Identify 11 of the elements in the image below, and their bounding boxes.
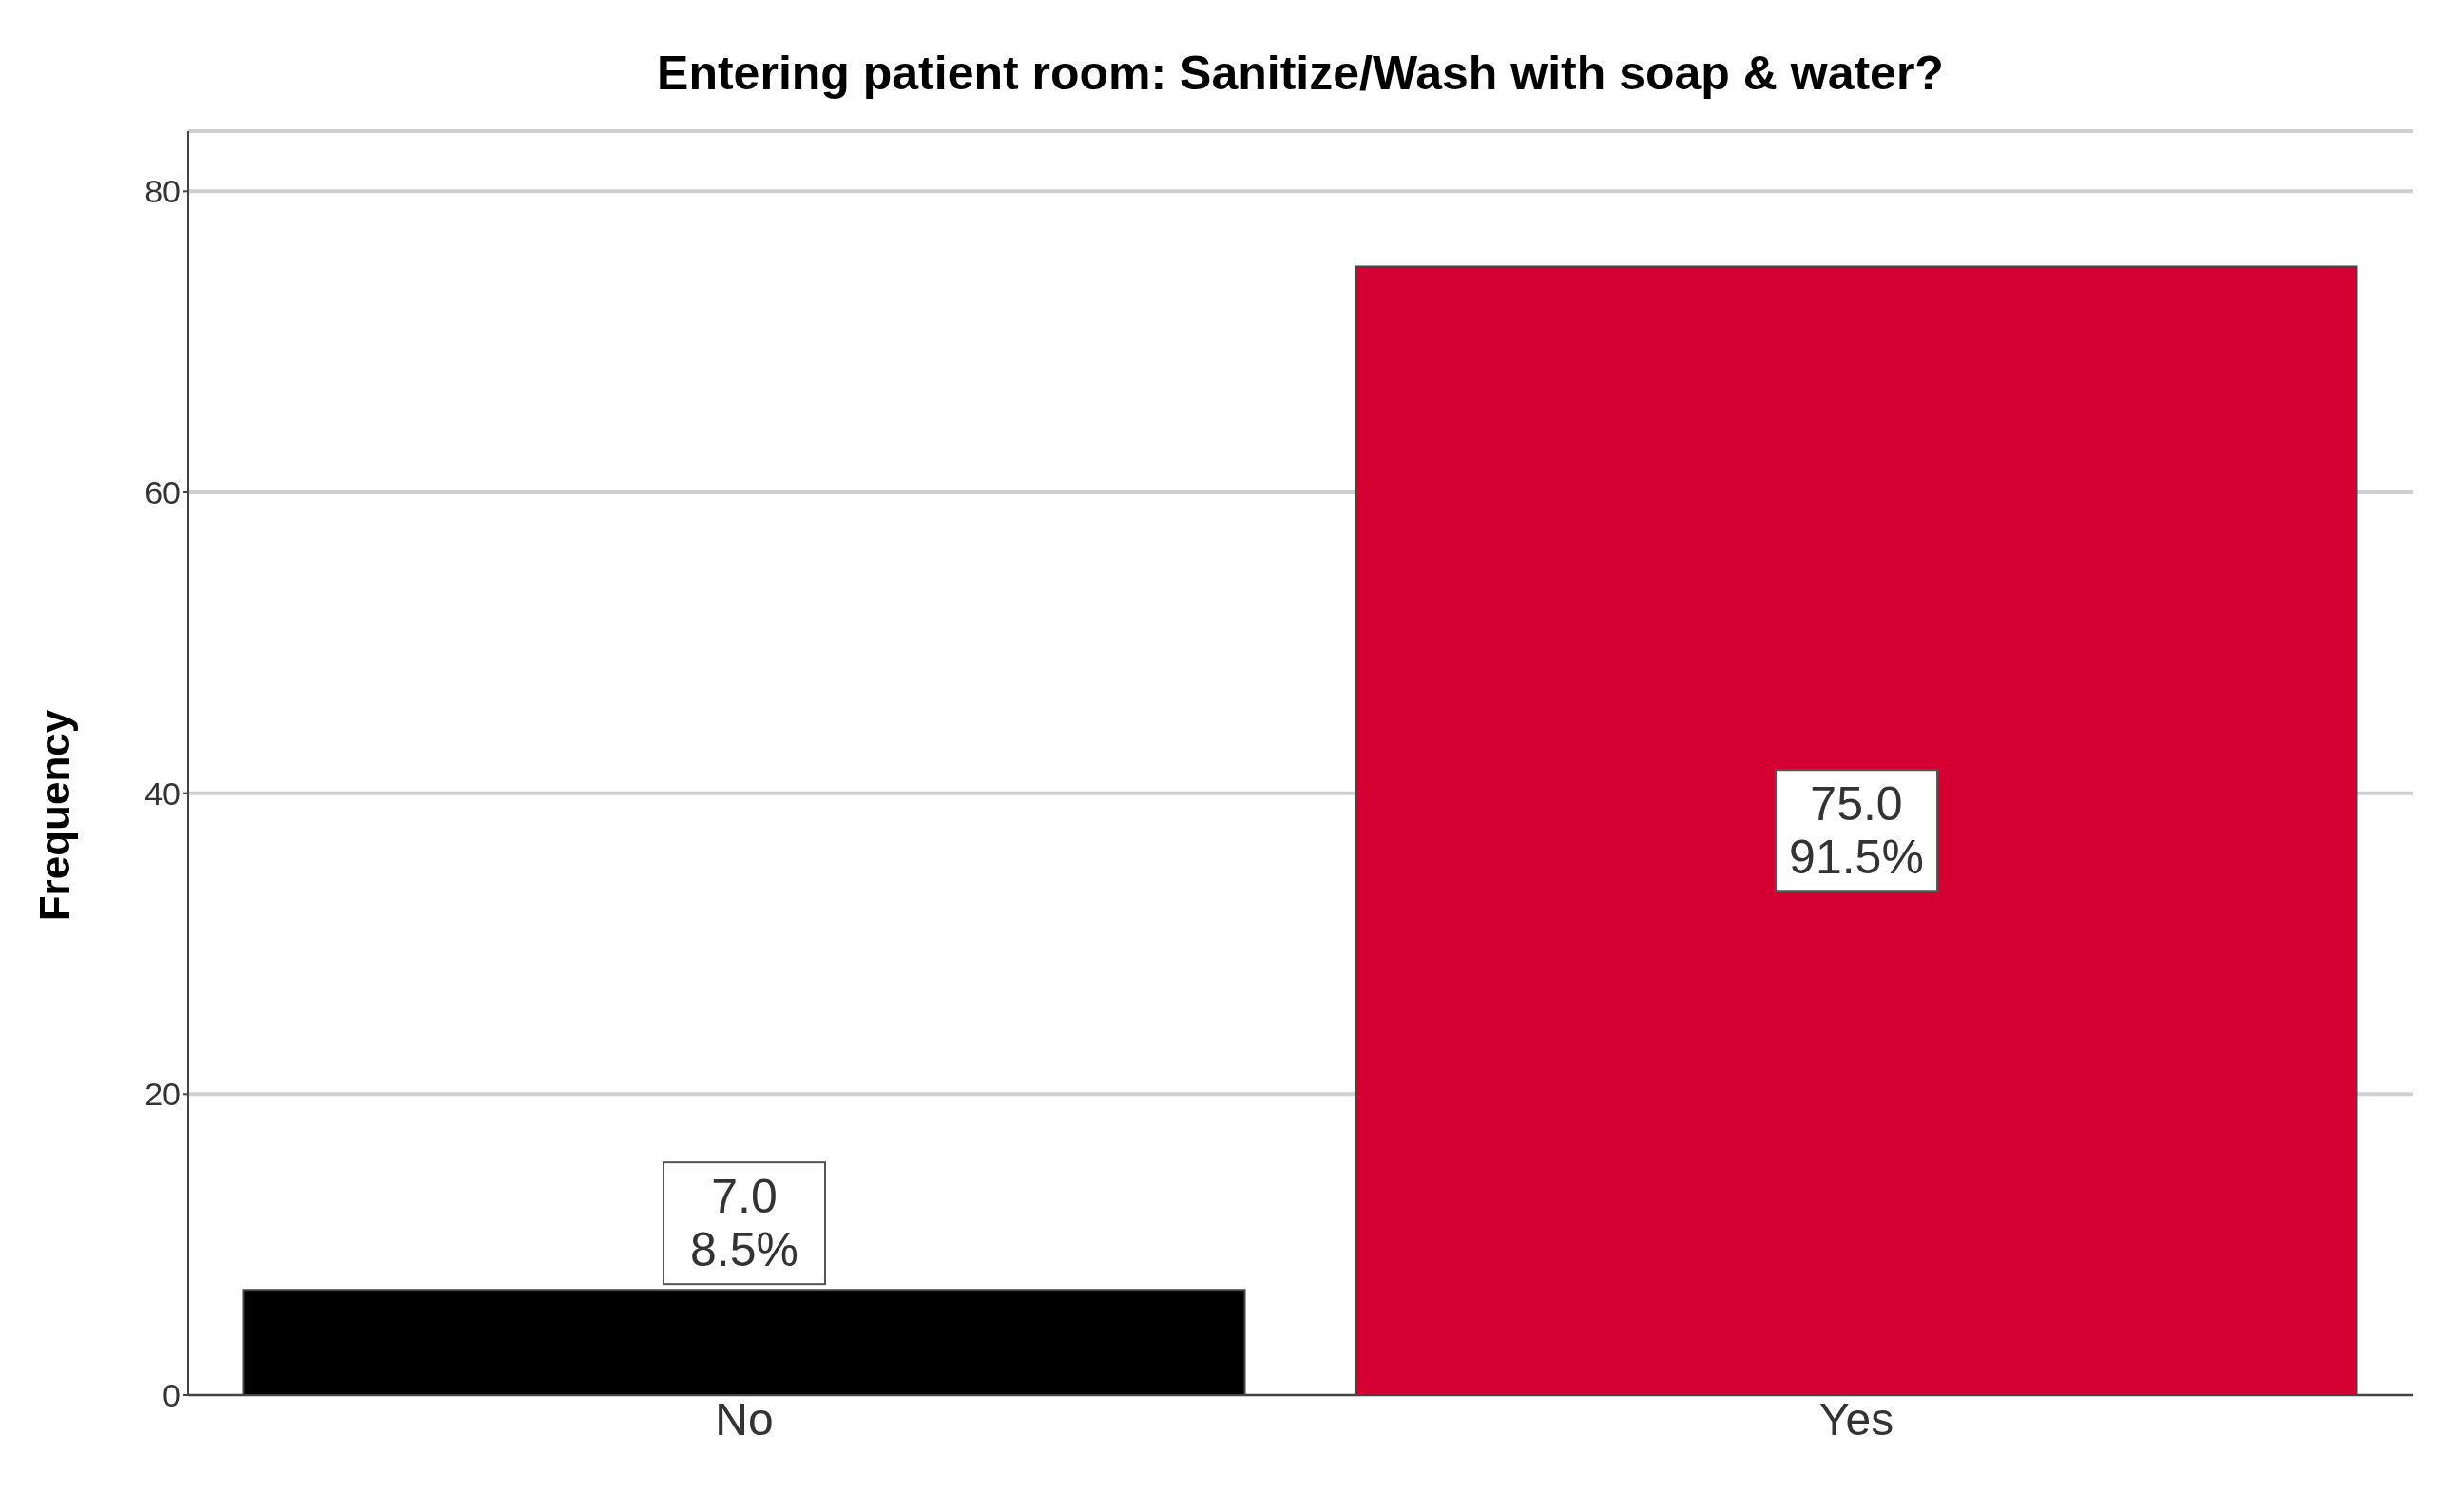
- y-tick-label: 0: [163, 1377, 181, 1414]
- y-tick-label: 20: [144, 1076, 181, 1113]
- data-label: 75.0 91.5%: [1789, 777, 1924, 885]
- y-tick-label: 40: [144, 775, 181, 812]
- y-tick-label: 80: [144, 173, 181, 210]
- x-tick-label: Yes: [1818, 1394, 1894, 1445]
- x-tick-label: No: [715, 1394, 774, 1445]
- y-axis-title: Frequency: [31, 709, 79, 922]
- chart-title: Entering patient room: Sanitize/Wash with soap & water?: [656, 46, 1945, 102]
- data-label: 7.0 8.5%: [690, 1169, 798, 1276]
- y-tick-label: 60: [144, 474, 181, 511]
